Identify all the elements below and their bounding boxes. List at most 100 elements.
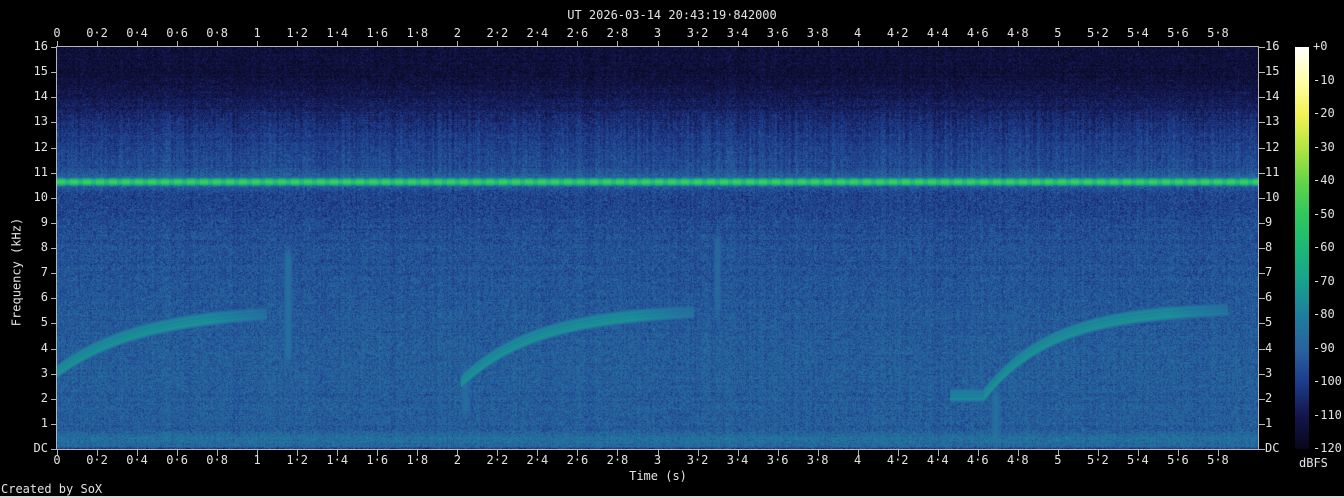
y-tick-label-right: 5 xyxy=(1265,315,1273,330)
x-tick-mark xyxy=(898,450,899,456)
y-tick-mark xyxy=(51,122,57,123)
y-tick-label-right: 3 xyxy=(1265,365,1273,380)
x-tick-mark xyxy=(778,450,779,456)
x-tick-mark xyxy=(417,450,418,456)
y-tick-label-right: 12 xyxy=(1265,139,1280,154)
x-tick-label-top: 5·4 xyxy=(1127,26,1149,40)
x-tick-mark xyxy=(978,450,979,456)
y-tick-mark xyxy=(51,349,57,350)
y-tick-label-left: 5 xyxy=(40,315,48,330)
y-tick-mark xyxy=(1259,273,1265,274)
colorbar-tick-label: -100 xyxy=(1313,374,1342,388)
x-tick-label-bottom: 0·2 xyxy=(86,453,108,467)
x-tick-label-bottom: 1·2 xyxy=(286,453,309,467)
x-tick-label-bottom: 1·6 xyxy=(366,453,389,467)
y-tick-label-right: 9 xyxy=(1265,214,1273,229)
x-tick-label-bottom: 4·2 xyxy=(886,453,909,467)
x-tick-label-top: 3 xyxy=(653,26,662,40)
x-tick-label-bottom: 5·8 xyxy=(1207,453,1229,467)
y-tick-label-left: 7 xyxy=(40,265,48,280)
y-tick-label-left: 4 xyxy=(40,340,48,355)
y-tick-mark xyxy=(51,449,57,450)
x-tick-mark xyxy=(457,450,458,456)
x-tick-mark xyxy=(698,450,699,456)
x-tick-mark xyxy=(938,41,939,47)
colorbar-tick-label: -60 xyxy=(1313,240,1335,254)
x-tick-mark xyxy=(1218,41,1219,47)
x-tick-mark xyxy=(1178,41,1179,47)
y-tick-label-left: 3 xyxy=(40,365,48,380)
x-tick-mark xyxy=(497,41,498,47)
x-tick-mark xyxy=(297,450,298,456)
x-tick-mark xyxy=(1098,41,1099,47)
y-tick-label-left: 1 xyxy=(40,415,48,430)
x-tick-label-top: 2 xyxy=(453,26,461,40)
y-tick-mark xyxy=(51,424,57,425)
x-tick-label-bottom: 5·2 xyxy=(1087,453,1109,467)
window-bottom-border xyxy=(0,496,1344,498)
y-tick-mark xyxy=(51,323,57,324)
x-tick-label-top: 3·2 xyxy=(686,26,709,40)
y-tick-label-right: 10 xyxy=(1265,189,1280,204)
y-tick-label-right: DC xyxy=(1265,441,1280,455)
x-tick-label-bottom: 4·6 xyxy=(966,453,989,467)
y-tick-label-right: 4 xyxy=(1265,340,1273,355)
x-tick-mark xyxy=(1138,41,1139,47)
x-tick-mark xyxy=(738,450,739,456)
x-tick-label-bottom: 5·4 xyxy=(1127,453,1149,467)
x-tick-mark xyxy=(658,450,659,456)
x-tick-label-bottom: 4·8 xyxy=(1006,453,1029,467)
x-tick-mark xyxy=(257,41,258,47)
x-tick-label-bottom: 5 xyxy=(1054,453,1062,467)
y-tick-label-left: 8 xyxy=(40,240,48,254)
x-tick-label-top: 2·8 xyxy=(606,26,629,40)
y-tick-mark xyxy=(51,72,57,73)
y-tick-mark xyxy=(51,148,57,149)
y-tick-label-right: 7 xyxy=(1265,265,1273,280)
x-tick-mark xyxy=(738,41,739,47)
y-tick-mark xyxy=(1259,148,1265,149)
x-tick-label-bottom: 1·8 xyxy=(406,453,429,467)
x-tick-mark xyxy=(1138,450,1139,456)
x-tick-label-bottom: 3·4 xyxy=(726,453,749,467)
x-tick-label-top: 4·4 xyxy=(926,26,949,40)
x-tick-mark xyxy=(1218,450,1219,456)
y-tick-mark xyxy=(51,374,57,375)
x-tick-label-top: 3·4 xyxy=(726,26,749,40)
x-tick-label-bottom: 1 xyxy=(253,453,261,467)
y-axis-label: Frequency (kHz) xyxy=(9,217,24,327)
y-tick-mark xyxy=(1259,399,1265,400)
x-tick-label-bottom: 0·6 xyxy=(166,453,188,467)
y-tick-mark xyxy=(51,47,57,48)
y-tick-mark xyxy=(1259,248,1265,249)
x-tick-mark xyxy=(417,41,418,47)
x-tick-mark xyxy=(297,41,298,47)
x-tick-mark xyxy=(537,41,538,47)
x-tick-label-top: 4 xyxy=(854,26,862,40)
y-tick-label-left: 12 xyxy=(33,139,48,154)
x-tick-mark xyxy=(257,450,258,456)
y-tick-label-right: 8 xyxy=(1265,240,1273,254)
x-tick-mark xyxy=(377,41,378,47)
x-tick-label-top: 0·2 xyxy=(86,26,108,40)
y-tick-mark xyxy=(51,173,57,174)
x-tick-mark xyxy=(217,41,218,47)
x-tick-mark xyxy=(57,450,58,456)
spectrogram-canvas xyxy=(57,47,1258,449)
x-tick-label-top: 0·4 xyxy=(126,26,148,40)
colorbar-tick-label: -120 xyxy=(1313,441,1342,455)
x-tick-label-bottom: 3·6 xyxy=(766,453,789,467)
x-tick-label-bottom: 3·8 xyxy=(806,453,829,467)
y-tick-mark xyxy=(51,97,57,98)
x-tick-mark xyxy=(217,450,218,456)
y-tick-mark xyxy=(1259,323,1265,324)
y-tick-mark xyxy=(1259,173,1265,174)
y-tick-mark xyxy=(1259,47,1265,48)
x-tick-label-top: 2·2 xyxy=(486,26,509,40)
y-tick-mark xyxy=(1259,72,1265,73)
y-tick-label-left: 14 xyxy=(33,89,48,104)
x-tick-mark xyxy=(577,41,578,47)
x-tick-mark xyxy=(978,41,979,47)
x-tick-mark xyxy=(337,41,338,47)
y-tick-label-right: 6 xyxy=(1265,290,1273,305)
